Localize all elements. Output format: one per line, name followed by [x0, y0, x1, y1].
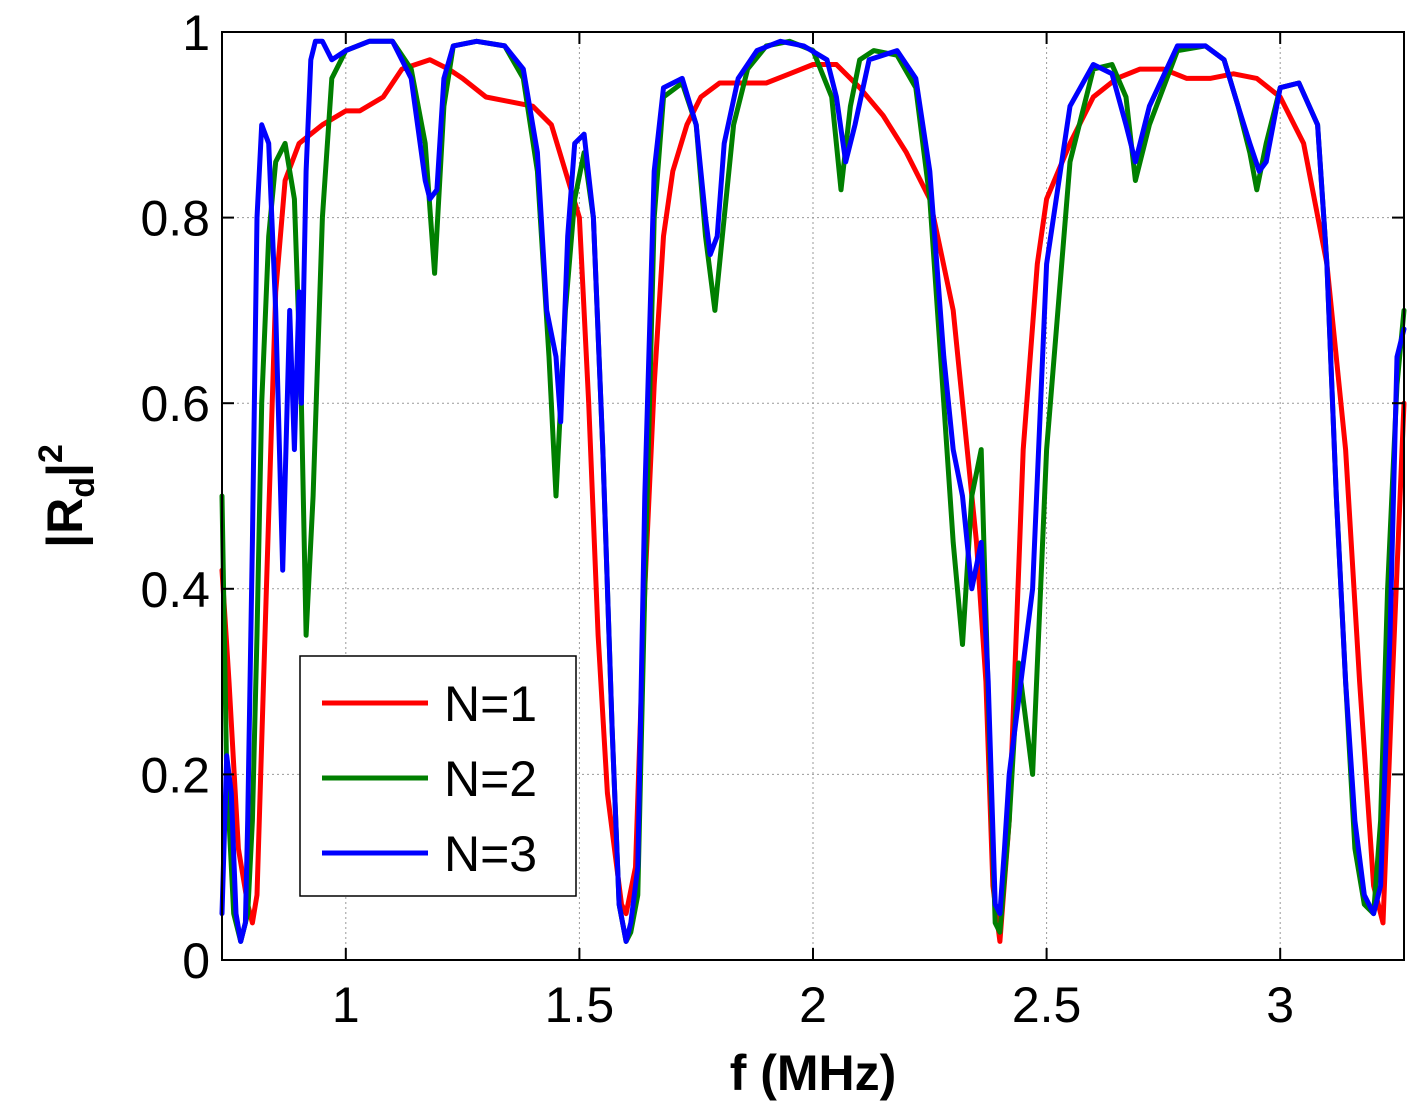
- legend-label: N=2: [444, 751, 537, 807]
- y-axis-label: |Rd|2: [32, 444, 102, 548]
- series-line-n3: [219, 38, 1407, 944]
- legend-label: N=3: [444, 826, 537, 882]
- y-tick-label: 0.2: [140, 747, 210, 803]
- y-axis-label-subscript: d: [64, 477, 102, 498]
- y-tick-label: 1: [182, 5, 210, 61]
- y-tick-label: 0.8: [140, 191, 210, 247]
- y-tick-label: 0.6: [140, 376, 210, 432]
- x-axis-label: f (MHz): [730, 1045, 897, 1101]
- series-line-n1: [219, 57, 1407, 944]
- legend-label: N=1: [444, 676, 537, 732]
- x-tick-label: 3: [1266, 977, 1294, 1033]
- y-tick-label: 0: [182, 933, 210, 989]
- x-tick-label: 1.5: [545, 977, 615, 1033]
- y-axis-label-tail: |: [37, 463, 94, 477]
- y-axis-label-main: |R: [37, 498, 94, 548]
- x-axis-ticks: 1 1.5 2 2.5 3: [332, 32, 1294, 1033]
- x-tick-label: 2: [799, 977, 827, 1033]
- x-tick-label: 1: [332, 977, 360, 1033]
- y-tick-label: 0.4: [140, 562, 210, 618]
- x-tick-label: 2.5: [1012, 977, 1082, 1033]
- legend: N=1 N=2 N=3: [299, 655, 577, 897]
- series-group: [219, 38, 1407, 944]
- y-axis-label-superscript: 2: [32, 444, 70, 463]
- y-axis-ticks: 0 0.2 0.4 0.6 0.8 1: [140, 5, 1404, 989]
